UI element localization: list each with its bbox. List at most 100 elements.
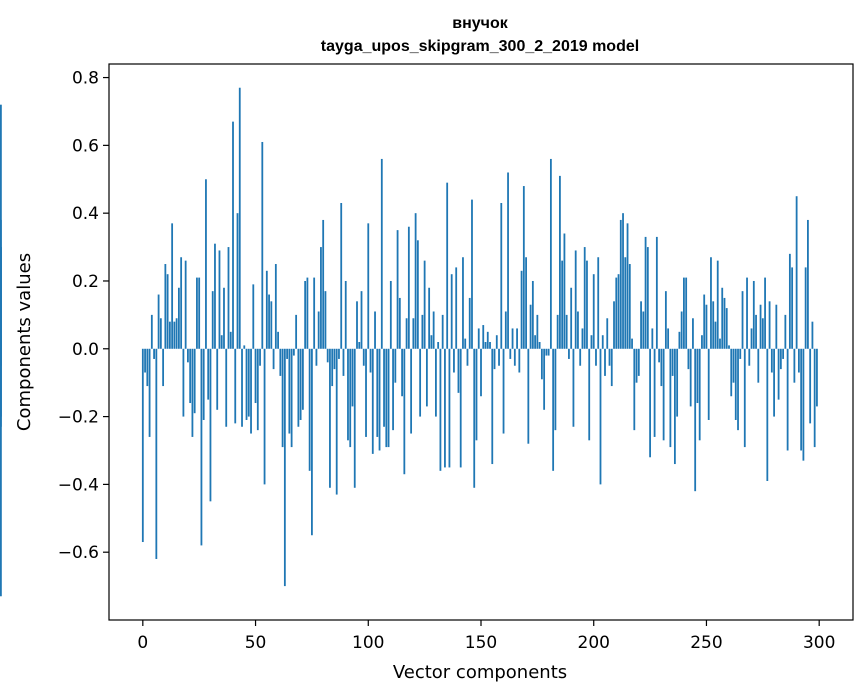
bar — [459, 348, 462, 468]
bar — [277, 331, 279, 349]
bar — [671, 348, 674, 376]
bar — [380, 158, 383, 349]
bar — [748, 348, 751, 366]
bar — [193, 348, 196, 414]
bar — [716, 260, 719, 349]
bar — [522, 186, 525, 349]
bar — [387, 348, 390, 448]
bar — [331, 348, 334, 387]
bar — [536, 314, 539, 349]
bar — [660, 348, 663, 387]
bar — [658, 348, 661, 363]
bar — [441, 314, 444, 349]
bar — [241, 348, 243, 427]
bar — [306, 277, 309, 349]
bar — [741, 291, 744, 349]
bar — [254, 348, 257, 404]
bar — [583, 247, 586, 349]
bar — [182, 348, 185, 417]
bar — [425, 348, 428, 407]
bar — [786, 348, 789, 451]
bar — [752, 280, 755, 349]
bar — [315, 348, 318, 366]
bar — [518, 348, 521, 373]
bar — [802, 348, 805, 461]
bar — [187, 348, 189, 363]
bar — [286, 348, 289, 359]
bar — [403, 348, 406, 475]
y-tick-label: −0.6 — [58, 543, 99, 563]
bar — [649, 348, 651, 458]
bar — [374, 311, 376, 349]
bar — [743, 348, 746, 448]
bar — [617, 274, 620, 349]
bar — [640, 301, 642, 349]
bar — [0, 348, 2, 597]
bar — [229, 331, 232, 349]
bar — [804, 267, 807, 349]
bar — [250, 348, 252, 434]
bar — [509, 348, 512, 359]
bar — [423, 260, 426, 349]
bar — [732, 348, 735, 383]
bar — [807, 219, 809, 349]
bar — [421, 314, 424, 349]
bar — [356, 301, 358, 349]
bar — [705, 304, 708, 349]
bar — [209, 348, 212, 502]
bar — [687, 348, 690, 370]
bar — [335, 348, 338, 495]
bar — [816, 348, 818, 407]
bar — [272, 348, 275, 370]
bar — [644, 236, 647, 349]
bar — [581, 328, 584, 349]
bar — [540, 348, 543, 380]
bar — [313, 277, 316, 349]
y-axis: −0.6 −0.4 −0.2 0.0 0.2 0.4 0.6 0.8 — [58, 69, 109, 563]
y-tick-label: −0.4 — [58, 475, 99, 495]
bar — [689, 348, 692, 407]
bar — [225, 348, 228, 427]
bar — [365, 348, 367, 437]
bar — [290, 348, 293, 448]
bar — [146, 348, 149, 387]
bar — [531, 280, 534, 349]
bar — [153, 348, 155, 359]
bar — [673, 348, 676, 465]
y-tick-label: 0.8 — [72, 69, 99, 89]
bar — [507, 172, 509, 349]
bar — [202, 348, 205, 420]
bar — [263, 348, 266, 485]
bar — [401, 348, 403, 397]
bar — [333, 348, 336, 370]
bar — [599, 348, 602, 485]
bar — [362, 348, 365, 366]
bar — [680, 311, 683, 349]
bar — [698, 348, 701, 441]
bar — [281, 348, 284, 448]
bar — [444, 348, 446, 468]
bar — [579, 348, 582, 366]
bar — [340, 203, 343, 349]
bar — [150, 314, 153, 349]
bar — [292, 348, 295, 356]
bar — [775, 304, 778, 349]
bar — [791, 267, 794, 349]
bar — [223, 287, 225, 349]
bar — [779, 348, 782, 370]
bar — [301, 348, 304, 410]
bar — [755, 314, 757, 349]
bar — [511, 328, 514, 349]
bar — [259, 348, 261, 366]
bar — [651, 328, 654, 349]
bar — [376, 348, 379, 437]
bar — [604, 348, 606, 376]
bar — [175, 318, 178, 349]
bar — [719, 338, 721, 349]
bar — [694, 348, 697, 492]
bar — [520, 270, 523, 349]
bar — [552, 348, 555, 471]
bar — [725, 308, 728, 349]
bar — [662, 348, 665, 441]
bar — [784, 314, 787, 349]
